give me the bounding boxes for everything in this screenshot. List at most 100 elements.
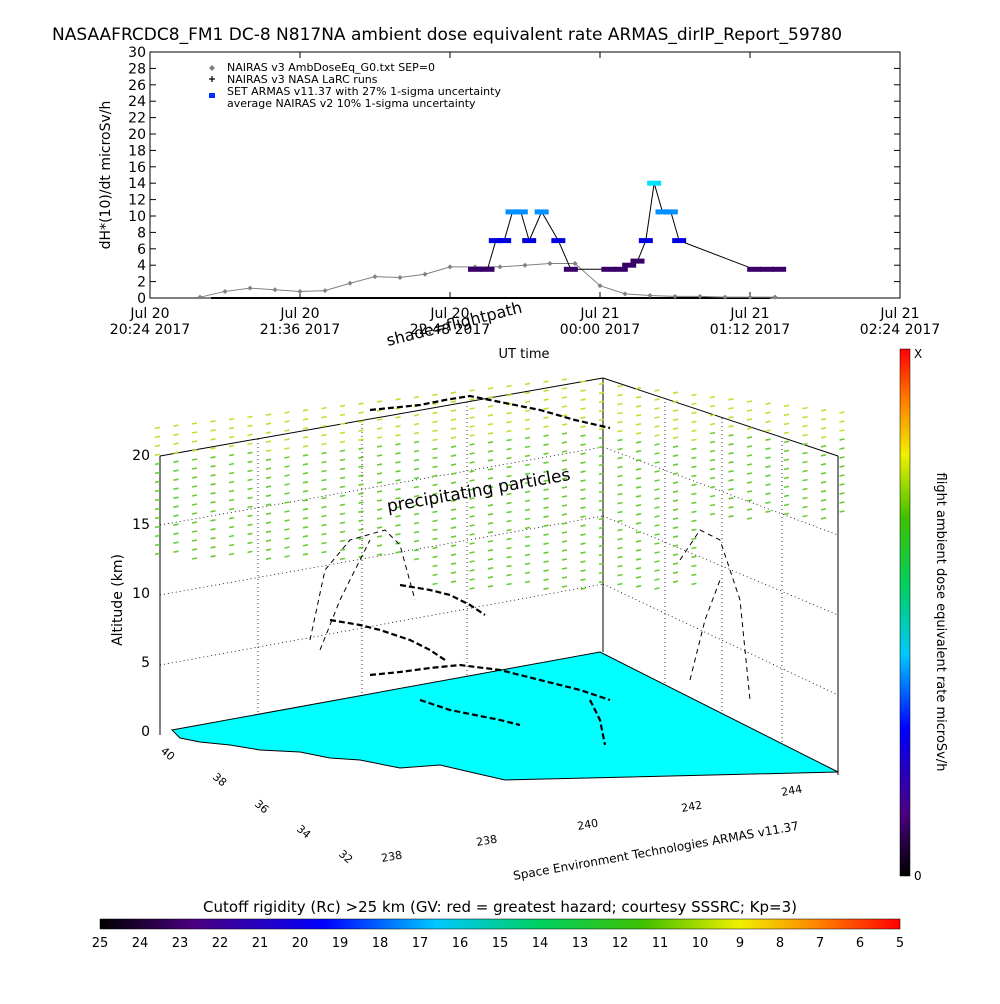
precip-mark: [432, 492, 438, 496]
y-tick-label: 26: [128, 78, 146, 94]
precip-mark: [432, 564, 438, 568]
precip-mark: [469, 479, 475, 482]
armas-point: [480, 266, 495, 272]
precip-mark: [691, 447, 697, 451]
precip-mark: [302, 436, 309, 439]
precip-mark: [654, 587, 660, 590]
precip-mark: [487, 414, 494, 417]
precip-mark: [635, 387, 642, 390]
nairas-point: [697, 293, 703, 299]
precip-mark: [265, 413, 272, 416]
precip-mark: [598, 562, 605, 566]
precip-mark: [839, 447, 845, 450]
precip-mark: [173, 469, 179, 472]
precip-mark: [321, 550, 327, 554]
legend-item-4: average NAIRAS v2 10% 1-sigma uncertaint…: [227, 97, 476, 110]
precip-mark: [728, 416, 734, 419]
rigidity-tick-label: 8: [776, 936, 784, 951]
precip-mark: [506, 465, 512, 469]
precip-mark: [765, 483, 771, 486]
rigidity-tick-label: 13: [572, 936, 589, 951]
y-tick-label: 24: [128, 94, 146, 110]
flight-track-segment: [399, 583, 486, 616]
rigidity-tick-label: 14: [532, 936, 549, 951]
y-tick-label: 10: [128, 209, 146, 225]
armas-point: [759, 266, 774, 272]
series-layer: [197, 180, 787, 300]
precip-mark: [191, 539, 198, 542]
rigidity-tick-label: 15: [492, 936, 509, 951]
precip-mark: [450, 427, 457, 430]
precip-mark: [524, 409, 531, 413]
precip-mark: [506, 384, 512, 388]
precip-mark: [506, 555, 512, 559]
precip-mark: [654, 515, 660, 518]
precip-mark: [635, 477, 642, 480]
precip-mark: [580, 479, 586, 482]
precip-mark: [432, 420, 438, 424]
precip-mark: [691, 564, 697, 568]
precip-mark: [506, 501, 512, 505]
precip-mark: [228, 444, 235, 448]
precip-mark: [228, 516, 235, 520]
precip-mark: [543, 542, 549, 545]
precip-mark: [617, 555, 623, 559]
precip-mark: [450, 463, 457, 466]
dose-colorbar: [899, 348, 911, 877]
precip-mark: [265, 494, 272, 497]
precip-mark: [450, 517, 457, 520]
precip-mark: [210, 528, 216, 531]
precip-mark: [839, 483, 845, 486]
precip-mark: [524, 400, 531, 404]
precip-mark: [432, 474, 438, 478]
precip-mark: [247, 487, 253, 491]
precip-mark: [302, 535, 309, 538]
precip-mark: [746, 499, 753, 502]
precip-mark: [765, 420, 771, 423]
armas-point: [630, 258, 645, 264]
precip-mark: [506, 474, 512, 478]
precip-mark: [210, 492, 216, 495]
precip-mark: [672, 571, 679, 574]
precip-mark: [321, 523, 327, 527]
precip-mark: [783, 494, 790, 498]
precip-mark: [191, 548, 198, 551]
precip-mark: [746, 445, 753, 448]
precip-mark: [284, 528, 290, 531]
precip-mark: [284, 447, 290, 450]
precip-mark: [284, 510, 290, 513]
armas-point: [551, 238, 566, 244]
precip-mark: [321, 505, 327, 509]
flight-track-projection: [689, 579, 721, 681]
precip-mark: [265, 431, 272, 434]
precip-mark: [839, 429, 845, 432]
precip-mark: [524, 418, 531, 422]
altitude-label: Altitude (km): [110, 554, 126, 646]
precip-mark: [358, 429, 364, 432]
precip-mark: [728, 470, 734, 473]
armas-point: [505, 209, 520, 215]
precip-mark: [691, 393, 697, 397]
armas-point: [672, 238, 687, 244]
precip-mark: [746, 472, 753, 475]
precip-mark: [580, 542, 586, 545]
armas-point: [638, 238, 653, 244]
precip-mark: [432, 447, 438, 451]
precip-mark: [524, 580, 531, 584]
precip-mark: [617, 474, 623, 478]
precip-mark: [543, 416, 549, 419]
precip-mark: [469, 578, 475, 581]
precip-mark: [487, 558, 494, 561]
precip-mark: [358, 492, 364, 495]
precip-mark: [413, 413, 420, 417]
flight-track-segment: [589, 699, 607, 746]
rigidity-tick-label: 19: [332, 936, 349, 951]
precip-mark: [672, 490, 679, 493]
precip-mark: [580, 506, 586, 509]
precip-mark: [598, 436, 605, 440]
precip-mark: [173, 424, 179, 427]
precip-mark: [709, 476, 716, 480]
precip-mark: [598, 400, 605, 404]
precip-mark: [395, 452, 401, 455]
precip-mark: [284, 411, 290, 414]
